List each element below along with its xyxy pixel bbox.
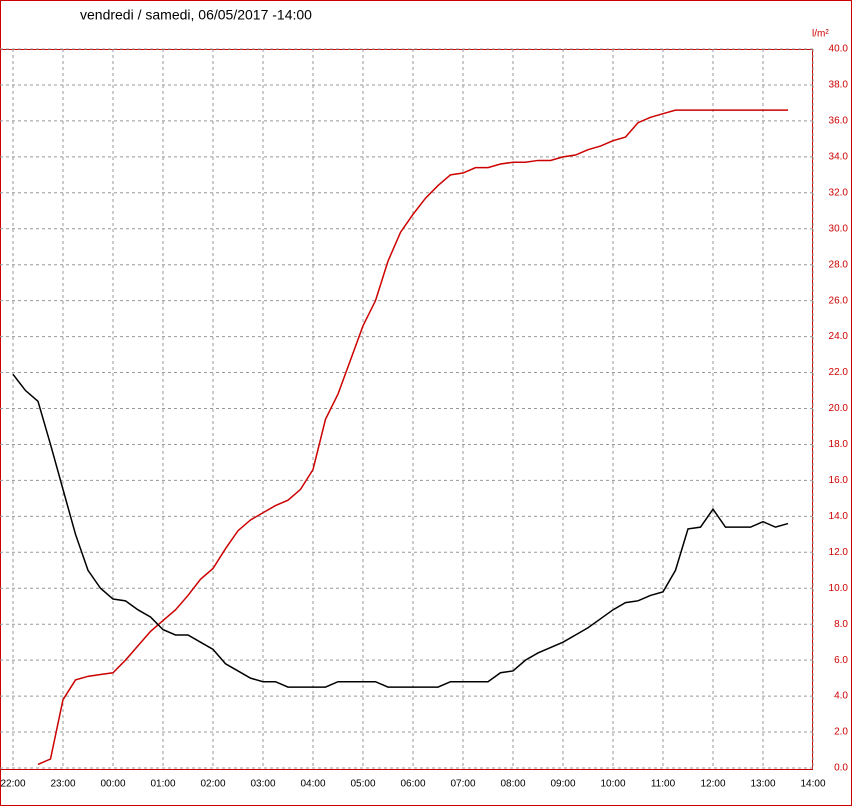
x-tick-label: 01:00 [150,779,175,790]
y-tick-label: 26.0 [829,295,849,306]
y-tick-label: 16.0 [829,475,849,486]
y-tick-label: 32.0 [829,187,849,198]
y-tick-label: 38.0 [829,80,849,91]
x-tick-label: 03:00 [250,779,275,790]
y-tick-label: 6.0 [834,655,848,666]
y-tick-label: 18.0 [829,439,849,450]
x-tick-label: 00:00 [100,779,125,790]
y-axis-label: l/m² [812,29,829,40]
x-tick-label: 04:00 [300,779,325,790]
y-tick-label: 24.0 [829,331,849,342]
y-tick-label: 28.0 [829,259,849,270]
y-tick-label: 4.0 [834,691,848,702]
x-tick-label: 02:00 [200,779,225,790]
y-tick-label: 2.0 [834,727,848,738]
y-tick-label: 34.0 [829,151,849,162]
x-tick-label: 07:00 [450,779,475,790]
chart-title: vendredi / samedi, 06/05/2017 -14:00 [80,7,312,23]
x-tick-label: 12:00 [700,779,725,790]
y-tick-label: 0.0 [834,763,848,774]
series-line [12,373,789,688]
x-tick-label: 13:00 [750,779,775,790]
x-tick-label: 10:00 [600,779,625,790]
y-tick-label: 36.0 [829,116,849,127]
y-tick-label: 10.0 [829,583,849,594]
x-tick-label: 22:00 [0,779,25,790]
x-tick-label: 08:00 [500,779,525,790]
x-tick-label: 11:00 [651,779,676,790]
y-tick-label: 30.0 [829,223,849,234]
x-tick-label: 14:00 [800,779,825,790]
x-tick-label: 23:00 [50,779,75,790]
y-tick-label: 12.0 [829,547,849,558]
x-tick-label: 06:00 [400,779,425,790]
x-tick-label: 09:00 [550,779,575,790]
y-tick-label: 14.0 [829,511,849,522]
series-line [37,109,788,766]
y-tick-label: 20.0 [829,403,849,414]
y-tick-label: 40.0 [829,44,849,55]
y-tick-label: 8.0 [834,619,848,630]
x-tick-label: 05:00 [350,779,375,790]
y-tick-label: 22.0 [829,367,849,378]
